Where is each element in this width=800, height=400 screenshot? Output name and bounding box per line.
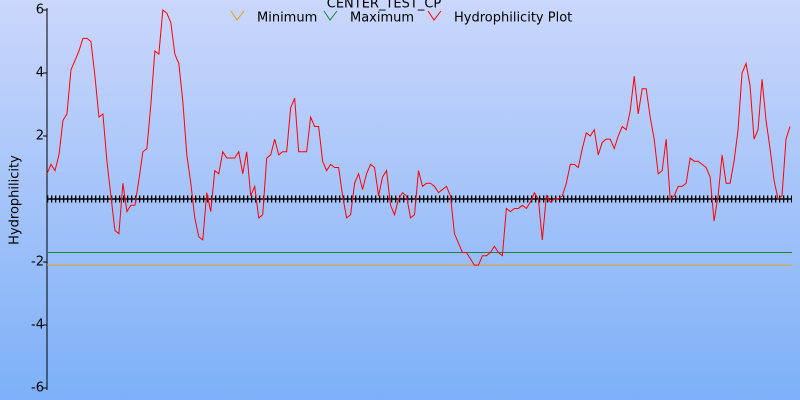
y-tick-label: -2 (31, 255, 44, 270)
legend-icon (427, 10, 442, 21)
y-axis-label: Hydrophilicity (8, 155, 23, 245)
y-tick-label: 6 (36, 3, 44, 18)
chart-title: CENTER_TEST_CP (327, 0, 442, 12)
legend-label: Hydrophilicity Plot (454, 11, 572, 26)
y-tick-label: -4 (31, 318, 44, 333)
y-tick-label: 4 (36, 66, 44, 81)
y-tick-label: 2 (36, 129, 44, 144)
legend-label: Minimum (257, 11, 317, 26)
y-tick-label: -6 (31, 381, 44, 396)
legend-icon (230, 10, 245, 21)
data-line (46, 9, 791, 266)
legend-icon (323, 10, 338, 21)
legend-label: Maximum (350, 11, 414, 26)
